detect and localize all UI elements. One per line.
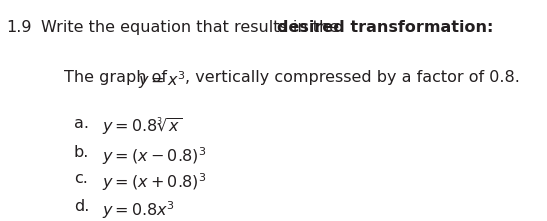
Text: c.: c. <box>74 171 88 186</box>
Text: $y = 0.8x^3$: $y = 0.8x^3$ <box>102 199 174 221</box>
Text: The graph of: The graph of <box>65 70 172 85</box>
Text: Write the equation that results in the: Write the equation that results in the <box>41 20 344 35</box>
Text: $y = (x + 0.8)^3$: $y = (x + 0.8)^3$ <box>102 171 206 193</box>
Text: d.: d. <box>74 199 89 214</box>
Text: a.: a. <box>74 116 89 131</box>
Text: , vertically compressed by a factor of 0.8.: , vertically compressed by a factor of 0… <box>185 70 520 85</box>
Text: $y = x^3$: $y = x^3$ <box>138 70 186 91</box>
Text: $y = 0.8\sqrt[3]{x}$: $y = 0.8\sqrt[3]{x}$ <box>102 116 182 139</box>
Text: b.: b. <box>74 145 89 160</box>
Text: 1.9: 1.9 <box>6 20 32 35</box>
Text: $y = (x - 0.8)^3$: $y = (x - 0.8)^3$ <box>102 145 206 167</box>
Text: desired transformation:: desired transformation: <box>277 20 493 35</box>
